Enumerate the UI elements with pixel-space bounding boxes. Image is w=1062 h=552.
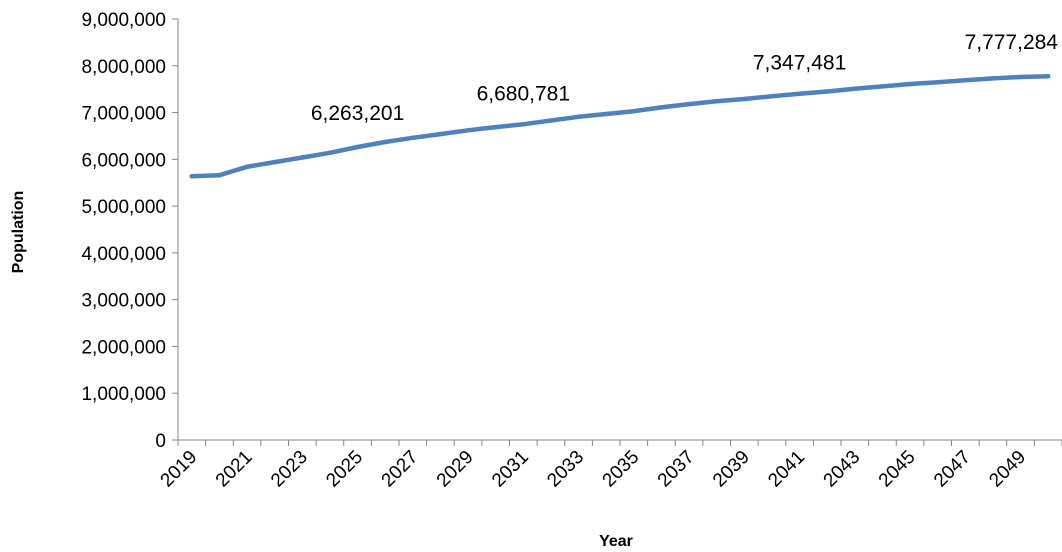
y-axis: 0 1,000,000 2,000,000 3,000,000 4,000,000 5,0… [81,10,179,452]
x-tick-label: 2021 [212,447,257,492]
x-tick-label: 2043 [820,447,865,492]
series-layer [189,73,1051,179]
x-tick-label: 2033 [543,447,588,492]
x-tick-label: 2045 [875,447,920,492]
x-tick-label: 2041 [764,447,809,492]
x-tick-label: 2027 [378,447,423,492]
data-label: 7,347,481 [753,51,846,74]
x-tick-label: 2035 [599,447,644,492]
y-tick-label: 0 [155,431,166,452]
data-point [603,111,609,117]
data-point [631,108,637,114]
x-tick-label: 2029 [433,447,478,492]
data-point [300,155,305,160]
data-point [438,131,443,137]
data-point [189,173,195,179]
data-label: 6,680,781 [477,82,570,105]
data-point [548,118,554,123]
data-point [990,76,996,81]
data-point [714,99,719,104]
y-tick-label: 9,000,000 [81,10,166,31]
x-tick-label: 2047 [930,447,975,492]
x-tick-label: 2019 [157,447,202,492]
x-tick-label: 2049 [985,447,1030,492]
data-point [465,128,471,133]
data-point [410,135,416,141]
data-point [769,94,775,99]
y-tick-label: 7,000,000 [81,104,166,125]
data-point [493,124,498,130]
data-point [576,114,581,119]
x-axis: 2019 2021 2023 2025 2027 2029 2031 2033 2035 2037… [157,439,1062,492]
x-tick-label: 2023 [267,447,312,492]
data-point [327,150,333,155]
data-point [686,101,692,107]
data-point [880,84,885,89]
data-point [907,81,913,87]
y-tick-label: 5,000,000 [81,197,166,218]
x-tick-label: 2037 [654,447,699,492]
x-tick-label: 2039 [709,447,754,492]
x-tick-label: 2025 [322,447,367,492]
data-point [382,139,388,145]
data-point [659,105,664,110]
data-point [355,144,360,150]
data-point [824,89,830,94]
y-tick-label: 4,000,000 [81,244,166,265]
data-point [1045,73,1051,79]
data-point [852,86,858,91]
x-tick-label: 2031 [488,447,533,492]
data-point [272,159,277,165]
data-point [797,91,802,97]
y-tick-label: 1,000,000 [81,384,166,405]
data-labels: 6,263,201 6,680,781 7,347,481 7,777,284 [311,31,1058,125]
y-tick-label: 6,000,000 [81,150,166,171]
data-point [521,122,526,127]
y-tick-label: 3,000,000 [81,291,166,312]
data-point [217,173,222,178]
y-tick-label: 8,000,000 [81,57,166,78]
data-point [935,79,940,85]
y-tick-label: 2,000,000 [81,337,166,358]
x-axis-title: Year [599,533,633,550]
series-line-0 [189,73,1051,179]
data-point [742,96,747,102]
data-point [244,164,250,170]
y-axis-title: Population [10,191,27,274]
data-point [963,78,968,83]
data-label: 7,777,284 [965,31,1059,54]
data-point [1018,74,1023,80]
data-label: 6,263,201 [311,102,404,125]
